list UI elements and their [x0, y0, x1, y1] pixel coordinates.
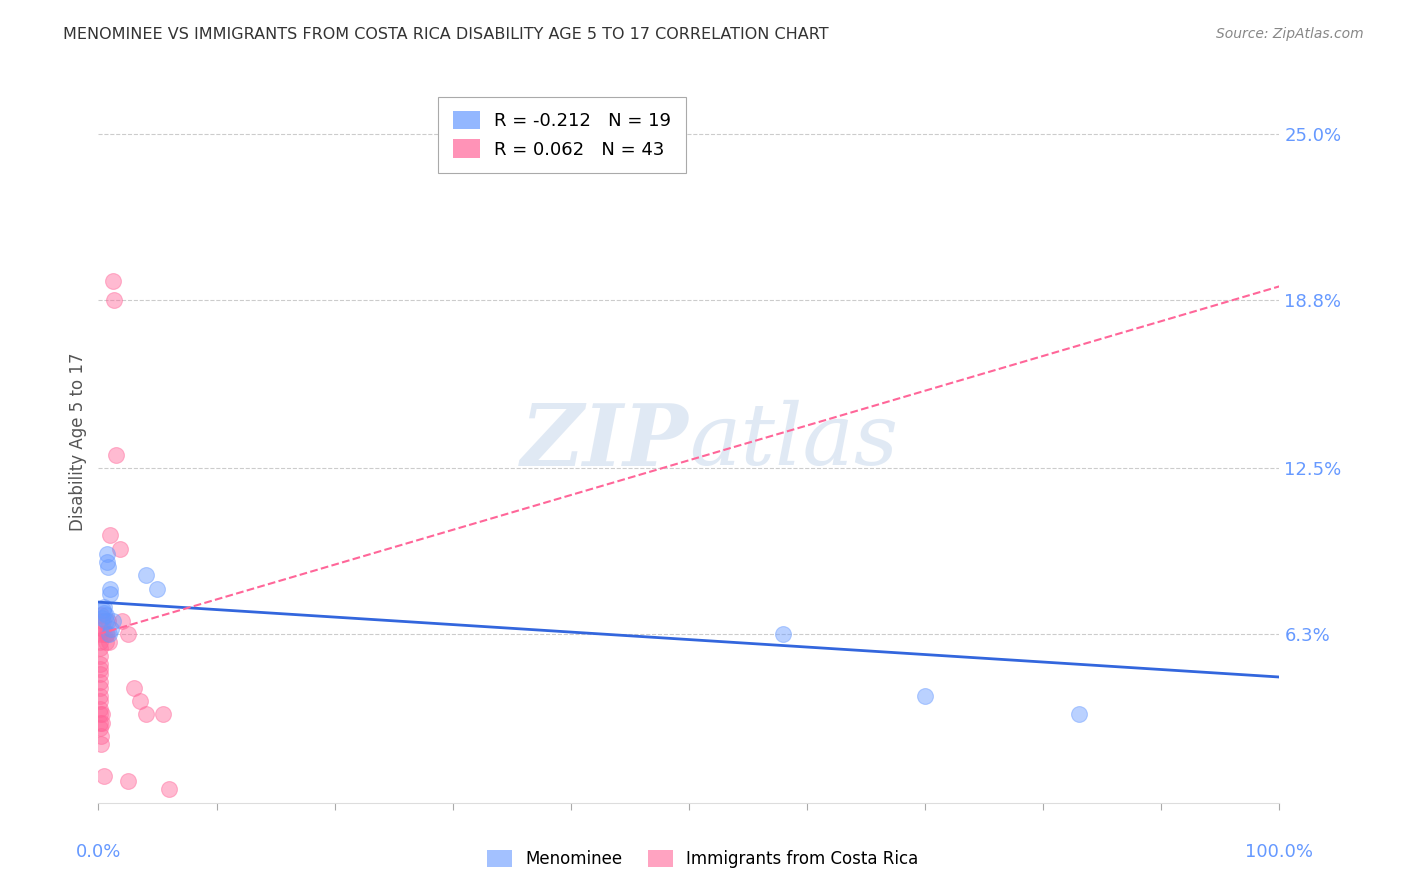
Point — [93, 606, 115, 620]
Point — [914, 689, 936, 703]
Point — [135, 568, 157, 582]
Point — [89, 627, 111, 641]
Point — [89, 707, 111, 722]
Point — [91, 622, 114, 636]
Point — [89, 715, 111, 730]
Text: Source: ZipAtlas.com: Source: ZipAtlas.com — [1216, 27, 1364, 41]
Point — [89, 635, 111, 649]
Point — [94, 608, 117, 623]
Point — [90, 737, 112, 751]
Point — [94, 614, 117, 628]
Point — [157, 782, 180, 797]
Point — [91, 611, 114, 625]
Point — [1067, 707, 1090, 722]
Point — [97, 614, 120, 628]
Point — [103, 293, 125, 307]
Point — [98, 582, 121, 596]
Point — [772, 627, 794, 641]
Y-axis label: Disability Age 5 to 17: Disability Age 5 to 17 — [69, 352, 87, 531]
Point — [93, 627, 115, 641]
Point — [94, 635, 117, 649]
Point — [97, 560, 120, 574]
Point — [91, 715, 114, 730]
Point — [89, 681, 111, 695]
Point — [98, 635, 121, 649]
Point — [96, 555, 118, 569]
Point — [105, 448, 128, 462]
Point — [90, 729, 112, 743]
Point — [101, 274, 124, 288]
Point — [152, 707, 174, 722]
Text: 100.0%: 100.0% — [1246, 843, 1313, 861]
Point — [89, 657, 111, 671]
Text: atlas: atlas — [689, 401, 898, 483]
Point — [100, 622, 122, 636]
Point — [101, 614, 124, 628]
Point — [122, 681, 145, 695]
Point — [94, 627, 117, 641]
Text: 0.0%: 0.0% — [76, 843, 121, 861]
Point — [117, 627, 139, 641]
Point — [117, 774, 139, 789]
Point — [89, 694, 111, 708]
Point — [98, 587, 121, 601]
Point — [89, 702, 111, 716]
Point — [90, 614, 112, 628]
Point — [89, 689, 111, 703]
Point — [91, 614, 114, 628]
Point — [93, 600, 115, 615]
Point — [89, 721, 111, 735]
Point — [89, 675, 111, 690]
Point — [89, 662, 111, 676]
Point — [89, 640, 111, 655]
Point — [98, 528, 121, 542]
Text: MENOMINEE VS IMMIGRANTS FROM COSTA RICA DISABILITY AGE 5 TO 17 CORRELATION CHART: MENOMINEE VS IMMIGRANTS FROM COSTA RICA … — [63, 27, 830, 42]
Text: ZIP: ZIP — [522, 400, 689, 483]
Point — [96, 547, 118, 561]
Point — [111, 614, 134, 628]
Point — [91, 707, 114, 722]
Point — [98, 627, 121, 641]
Point — [146, 582, 169, 596]
Legend: R = -0.212   N = 19, R = 0.062   N = 43: R = -0.212 N = 19, R = 0.062 N = 43 — [439, 96, 686, 173]
Legend: Menominee, Immigrants from Costa Rica: Menominee, Immigrants from Costa Rica — [481, 843, 925, 875]
Point — [91, 603, 114, 617]
Point — [108, 541, 131, 556]
Point — [128, 694, 150, 708]
Point — [90, 608, 112, 623]
Point — [93, 769, 115, 783]
Point — [89, 667, 111, 681]
Point — [135, 707, 157, 722]
Point — [96, 627, 118, 641]
Point — [89, 648, 111, 663]
